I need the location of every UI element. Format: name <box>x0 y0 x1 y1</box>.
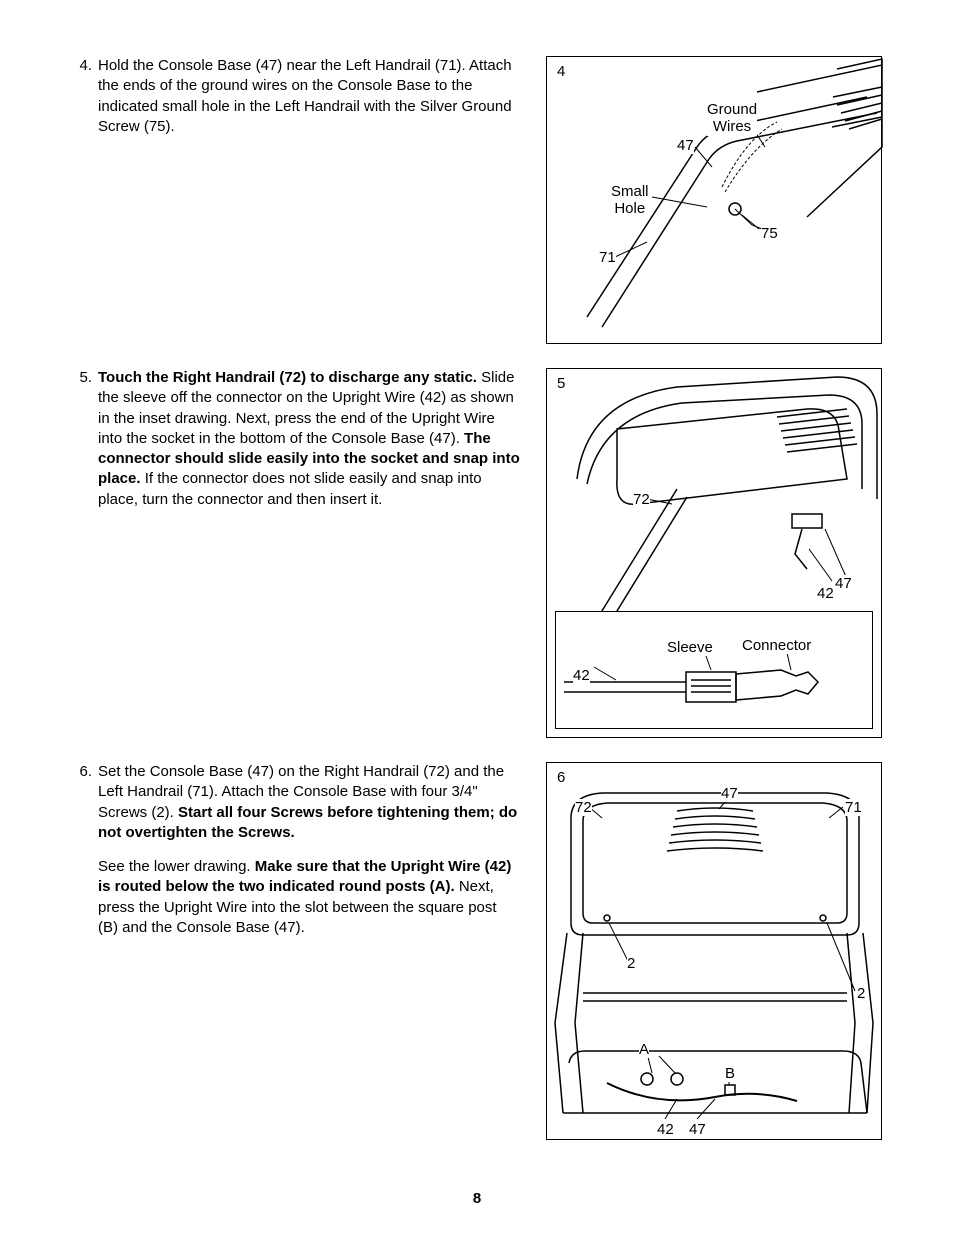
paragraph: See the lower drawing. Make sure that th… <box>98 857 520 938</box>
figure-6-svg <box>547 763 883 1141</box>
figure-label: 75 <box>761 225 778 242</box>
figure-number: 4 <box>557 63 565 80</box>
text-run-bold: Touch the Right Handrail (72) to dischar… <box>98 369 477 386</box>
figure-label: 42 <box>657 1121 674 1138</box>
figure-label: A <box>639 1041 649 1058</box>
text-run: Hold the Console Base (47) near the Left… <box>98 57 512 135</box>
step-text-5: 5. Touch the Right Handrail (72) to disc… <box>72 368 520 524</box>
figure-label: Connector <box>742 637 811 654</box>
figure-label: 47 <box>689 1121 706 1138</box>
figure-label: 47 <box>835 575 852 592</box>
figure-label: 72 <box>633 491 650 508</box>
figure-label: 72 <box>575 799 592 816</box>
step-number: 4. <box>72 56 98 151</box>
step-body: Hold the Console Base (47) near the Left… <box>98 56 520 151</box>
step-number: 6. <box>72 762 98 952</box>
paragraph: Set the Console Base (47) on the Right H… <box>98 762 520 843</box>
step-number: 5. <box>72 368 98 524</box>
step-row-6: 6. Set the Console Base (47) on the Righ… <box>72 762 882 1140</box>
figure-label: B <box>725 1065 735 1082</box>
figure-5-inset <box>555 611 873 729</box>
text-run: If the connector does not slide easily a… <box>98 470 482 507</box>
step-text-4: 4. Hold the Console Base (47) near the L… <box>72 56 520 151</box>
step-body: Touch the Right Handrail (72) to dischar… <box>98 368 520 524</box>
paragraph: Touch the Right Handrail (72) to dischar… <box>98 368 520 510</box>
figure-number: 6 <box>557 769 565 786</box>
figure-number: 5 <box>557 375 565 392</box>
figure-label: GroundWires <box>707 101 757 136</box>
figure-col-6: 6 <box>520 762 882 1140</box>
text-run: See the lower drawing. <box>98 858 255 875</box>
step-text-6: 6. Set the Console Base (47) on the Righ… <box>72 762 520 952</box>
figure-6: 6 <box>546 762 882 1140</box>
step-row-4: 4. Hold the Console Base (47) near the L… <box>72 56 882 344</box>
figure-label: 47 <box>677 137 694 154</box>
figure-4: 4 <box>546 56 882 344</box>
figure-col-5: 5 <box>520 368 882 738</box>
figure-label: 42 <box>573 667 590 684</box>
figure-label: 2 <box>857 985 865 1002</box>
figure-label: 2 <box>627 955 635 972</box>
label-text: GroundWires <box>707 101 757 135</box>
figure-col-4: 4 <box>520 56 882 344</box>
inset-svg <box>556 612 874 728</box>
figure-5: 5 <box>546 368 882 738</box>
figure-label: SmallHole <box>611 183 649 218</box>
figure-label: 71 <box>599 249 616 266</box>
figure-label: 47 <box>721 785 738 802</box>
step-row-5: 5. Touch the Right Handrail (72) to disc… <box>72 368 882 738</box>
figure-label: 42 <box>817 585 834 602</box>
page-number: 8 <box>0 1190 954 1207</box>
paragraph: Hold the Console Base (47) near the Left… <box>98 56 520 137</box>
label-text: SmallHole <box>611 183 649 217</box>
figure-label: 71 <box>845 799 862 816</box>
figure-label: Sleeve <box>667 639 713 656</box>
document-page: 4. Hold the Console Base (47) near the L… <box>0 0 954 1235</box>
step-body: Set the Console Base (47) on the Right H… <box>98 762 520 952</box>
